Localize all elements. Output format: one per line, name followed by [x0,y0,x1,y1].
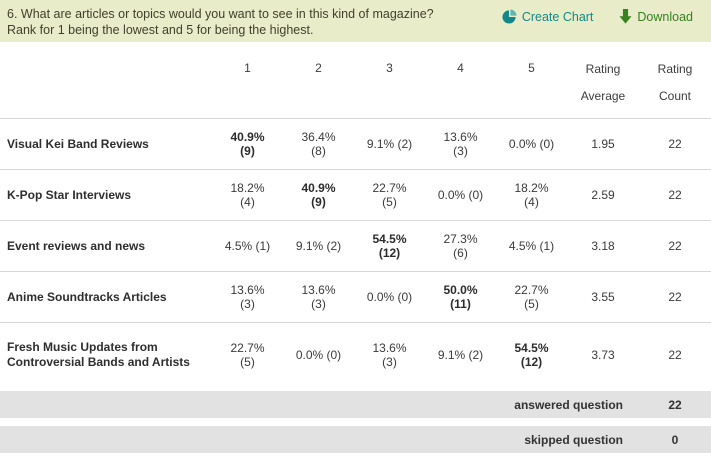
answered-question-label: answered question [514,397,623,412]
table-row: Visual Kei Band Reviews 40.9% (9) 36.4% … [0,118,711,169]
cell-rank-3: 9.1% (2) [366,137,413,151]
row-label: Event reviews and news [7,238,146,253]
skipped-question-row: skipped question 0 [0,426,711,453]
column-header-1: 1 [244,61,251,75]
cell-rank-2: 13.6% (3) [301,283,336,311]
cell-rank-1: 40.9% (9) [230,130,265,158]
cell-rank-3: 22.7% (5) [372,181,407,209]
row-label: K-Pop Star Interviews [7,187,132,202]
question-header: 6. What are articles or topics would you… [0,0,711,42]
rating-average-cell: 2.59 [591,188,615,202]
cell-rank-4: 27.3% (6) [443,232,478,260]
rating-average-header: Rating Average [580,62,626,103]
row-label: Fresh Music Updates from Controversial B… [7,339,190,369]
download-arrow-icon [619,9,632,24]
cell-rank-4: 13.6% (3) [443,130,478,158]
cell-rank-3: 13.6% (3) [372,340,407,369]
download-button[interactable]: Download [619,9,693,24]
header-actions: Create Chart Download [502,6,703,42]
cell-rank-5: 18.2% (4) [514,181,549,209]
cell-rank-3: 54.5% (12) [372,232,407,260]
table-header-row: 1 2 3 4 5 Rating Average Rating Count [0,42,711,118]
column-header-5: 5 [528,61,535,75]
row-label: Anime Soundtracks Articles [7,289,167,304]
table-row: Fresh Music Updates from Controversial B… [0,322,711,386]
cell-rank-2: 40.9% (9) [301,181,336,209]
question-text: 6. What are articles or topics would you… [7,6,434,42]
rating-average-cell: 1.95 [591,137,615,151]
rating-count-cell: 22 [668,188,682,202]
cell-rank-5: 22.7% (5) [514,283,549,311]
rating-count-cell: 22 [668,290,682,304]
create-chart-label: Create Chart [521,9,594,24]
cell-rank-2: 0.0% (0) [295,347,342,362]
rating-count-cell: 22 [668,137,682,151]
rating-average-cell: 3.18 [591,239,615,253]
column-header-3: 3 [386,61,393,75]
question-line-2: Rank for 1 being the lowest and 5 for be… [7,23,314,37]
cell-rank-2: 9.1% (2) [295,239,342,253]
skipped-question-label: skipped question [524,432,623,447]
rating-count-cell: 22 [668,347,682,362]
rating-count-header: Rating Count [657,62,693,103]
cell-rank-4: 50.0% (11) [443,283,478,311]
pie-chart-icon [502,9,517,24]
cell-rank-5: 54.5% (12) [514,340,549,369]
answered-question-row: answered question 22 [0,391,711,418]
question-line-1: 6. What are articles or topics would you… [7,7,434,21]
cell-rank-1: 22.7% (5) [230,340,265,369]
skipped-question-count: 0 [671,432,679,447]
cell-rank-2: 36.4% (8) [301,130,336,158]
rating-count-cell: 22 [668,239,682,253]
cell-rank-1: 18.2% (4) [230,181,265,209]
create-chart-button[interactable]: Create Chart [502,9,594,24]
cell-rank-1: 4.5% (1) [224,239,271,253]
cell-rank-4: 0.0% (0) [437,188,484,202]
column-header-4: 4 [457,61,464,75]
cell-rank-1: 13.6% (3) [230,283,265,311]
table-row: Anime Soundtracks Articles 13.6% (3) 13.… [0,271,711,322]
row-label: Visual Kei Band Reviews [7,136,149,151]
cell-rank-3: 0.0% (0) [366,290,413,304]
cell-rank-5: 4.5% (1) [508,239,555,253]
table-row: Event reviews and news 4.5% (1) 9.1% (2)… [0,220,711,271]
download-label: Download [637,9,693,24]
column-header-2: 2 [315,61,322,75]
answered-question-count: 22 [668,397,682,412]
cell-rank-4: 9.1% (2) [437,347,484,362]
rating-average-cell: 3.73 [591,347,615,362]
cell-rank-5: 0.0% (0) [508,137,555,151]
rating-average-cell: 3.55 [591,290,615,304]
table-row: K-Pop Star Interviews 18.2% (4) 40.9% (9… [0,169,711,220]
